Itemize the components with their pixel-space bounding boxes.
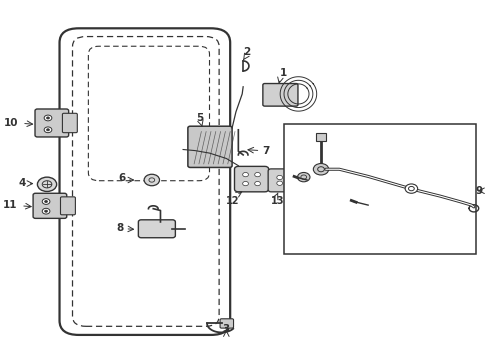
- Text: 7: 7: [262, 146, 269, 156]
- Circle shape: [313, 163, 328, 175]
- Circle shape: [405, 184, 417, 193]
- Circle shape: [42, 208, 50, 214]
- Text: 11: 11: [3, 200, 17, 210]
- Circle shape: [46, 117, 49, 119]
- Circle shape: [297, 172, 309, 182]
- Text: 4: 4: [19, 178, 26, 188]
- Text: 6: 6: [119, 173, 125, 183]
- Text: 5: 5: [196, 113, 203, 123]
- Circle shape: [276, 175, 282, 180]
- Circle shape: [44, 127, 52, 133]
- Circle shape: [44, 210, 47, 212]
- Circle shape: [254, 181, 260, 186]
- Text: 10: 10: [4, 118, 18, 128]
- FancyBboxPatch shape: [35, 109, 68, 137]
- Text: 3: 3: [222, 324, 229, 334]
- Circle shape: [44, 201, 47, 203]
- FancyBboxPatch shape: [33, 193, 66, 219]
- Text: 8: 8: [117, 224, 123, 233]
- FancyBboxPatch shape: [263, 84, 297, 106]
- Text: 9: 9: [474, 186, 482, 196]
- FancyBboxPatch shape: [234, 166, 268, 192]
- Circle shape: [46, 129, 49, 131]
- FancyBboxPatch shape: [62, 113, 77, 133]
- Circle shape: [254, 172, 260, 177]
- Text: 12: 12: [225, 196, 239, 206]
- Text: 13: 13: [270, 196, 284, 206]
- Circle shape: [242, 181, 248, 186]
- Circle shape: [276, 181, 282, 185]
- Bar: [316, 133, 325, 140]
- FancyBboxPatch shape: [61, 197, 75, 215]
- Circle shape: [144, 174, 159, 186]
- Circle shape: [242, 172, 248, 177]
- Bar: [284, 125, 475, 253]
- FancyBboxPatch shape: [187, 126, 232, 167]
- Circle shape: [42, 199, 50, 204]
- Text: 1: 1: [279, 68, 286, 78]
- FancyBboxPatch shape: [60, 28, 230, 335]
- FancyBboxPatch shape: [220, 319, 233, 328]
- Circle shape: [44, 115, 52, 121]
- Circle shape: [38, 177, 57, 192]
- FancyBboxPatch shape: [267, 169, 296, 192]
- Text: 2: 2: [243, 47, 250, 57]
- FancyBboxPatch shape: [138, 220, 175, 238]
